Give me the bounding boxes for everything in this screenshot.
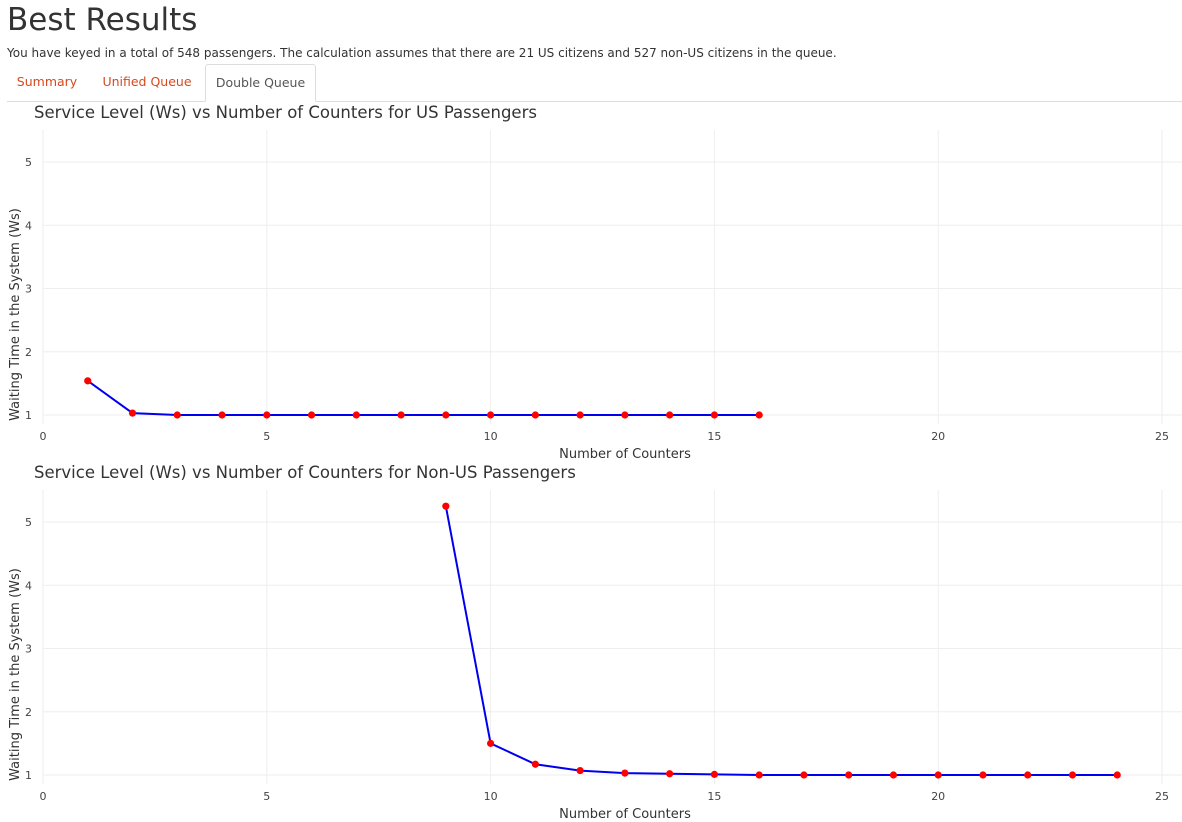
tab-double-queue[interactable]: Double Queue <box>205 64 316 102</box>
chart-title: Service Level (Ws) vs Number of Counters… <box>34 463 576 482</box>
data-point[interactable] <box>1068 771 1077 779</box>
x-tick-label: 0 <box>40 790 47 803</box>
tab-summary[interactable]: Summary <box>16 74 78 89</box>
x-tick-label: 20 <box>931 790 945 803</box>
data-point[interactable] <box>710 770 719 778</box>
results-tabs: Summary Unified Queue Double Queue <box>7 64 1182 102</box>
x-tick-label: 5 <box>263 430 270 443</box>
us-passengers-chart: Service Level (Ws) vs Number of Counters… <box>0 102 1182 462</box>
data-point[interactable] <box>979 771 987 779</box>
data-point[interactable] <box>531 760 539 768</box>
data-point[interactable] <box>487 411 495 419</box>
y-tick-label: 2 <box>25 346 32 359</box>
x-tick-label: 25 <box>1155 430 1169 443</box>
data-point[interactable] <box>128 409 137 417</box>
data-point[interactable] <box>666 411 674 419</box>
y-axis-title: Waiting Time in the System (Ws) <box>8 208 23 421</box>
y-tick-label: 5 <box>25 156 32 169</box>
data-point[interactable] <box>487 739 495 747</box>
x-tick-label: 10 <box>484 790 498 803</box>
data-point[interactable] <box>84 377 92 385</box>
y-axis-title: Waiting Time in the System (Ws) <box>8 568 23 781</box>
data-point[interactable] <box>218 411 226 419</box>
x-tick-label: 10 <box>484 430 498 443</box>
tab-unified-queue[interactable]: Unified Queue <box>102 74 192 89</box>
data-point[interactable] <box>621 769 629 777</box>
y-tick-label: 3 <box>25 643 32 656</box>
data-point[interactable] <box>576 411 584 419</box>
data-point[interactable] <box>442 411 450 419</box>
data-point[interactable] <box>307 411 316 419</box>
page-title: Best Results <box>7 2 198 38</box>
x-tick-label: 0 <box>40 430 47 443</box>
data-point[interactable] <box>666 770 674 778</box>
passenger-summary-text: You have keyed in a total of 548 passeng… <box>7 46 837 60</box>
y-tick-label: 5 <box>25 516 32 529</box>
data-point[interactable] <box>889 771 898 779</box>
data-point[interactable] <box>263 411 271 419</box>
data-point[interactable] <box>442 502 450 510</box>
data-point[interactable] <box>397 411 405 419</box>
non-us-passengers-chart: Service Level (Ws) vs Number of Counters… <box>0 462 1182 822</box>
chart-title: Service Level (Ws) vs Number of Counters… <box>34 103 537 122</box>
data-point[interactable] <box>934 771 942 779</box>
y-tick-label: 3 <box>25 283 32 296</box>
non-us-passengers-chart-svg: Service Level (Ws) vs Number of Counters… <box>8 463 1182 822</box>
y-tick-label: 2 <box>25 706 32 719</box>
x-tick-label: 25 <box>1155 790 1169 803</box>
data-point[interactable] <box>531 411 539 419</box>
data-point[interactable] <box>755 411 763 419</box>
x-axis-title: Number of Counters <box>559 807 691 822</box>
y-tick-label: 4 <box>25 579 32 592</box>
series-line <box>87 380 760 416</box>
y-tick-label: 1 <box>25 409 32 422</box>
data-point[interactable] <box>576 766 584 775</box>
x-tick-label: 20 <box>931 430 945 443</box>
y-tick-label: 4 <box>25 219 32 232</box>
x-tick-label: 15 <box>707 790 721 803</box>
us-passengers-chart-svg: Service Level (Ws) vs Number of Counters… <box>8 103 1182 462</box>
x-tick-label: 15 <box>707 430 721 443</box>
data-point[interactable] <box>710 411 719 419</box>
data-point[interactable] <box>755 771 763 779</box>
data-point[interactable] <box>1024 771 1032 779</box>
data-point[interactable] <box>621 411 629 419</box>
data-point[interactable] <box>1113 771 1121 779</box>
data-point[interactable] <box>173 411 181 419</box>
series-line <box>444 506 1118 776</box>
data-point[interactable] <box>845 771 853 779</box>
x-tick-label: 5 <box>263 790 270 803</box>
data-point[interactable] <box>800 771 808 779</box>
x-axis-title: Number of Counters <box>559 447 691 462</box>
y-tick-label: 1 <box>25 769 32 782</box>
data-point[interactable] <box>352 411 360 419</box>
